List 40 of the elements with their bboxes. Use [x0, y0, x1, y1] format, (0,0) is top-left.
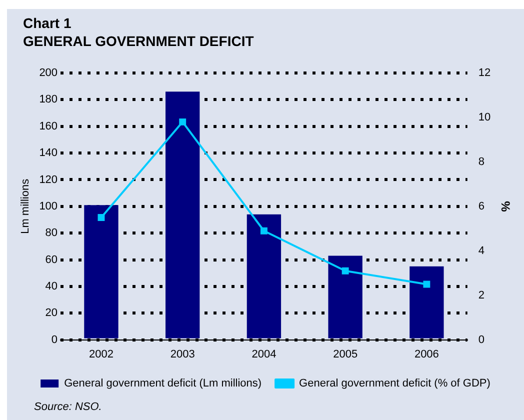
y-tick-label: 0 — [51, 334, 58, 346]
point — [423, 280, 430, 288]
y-tick-label: 20 — [45, 307, 58, 320]
bar — [246, 214, 282, 338]
x-tick-label: 2003 — [170, 348, 195, 360]
point — [98, 214, 105, 221]
x-tick-label: 2004 — [252, 348, 276, 360]
y-tick-label: 40 — [45, 280, 58, 292]
source-note: Source: NSO. — [34, 401, 102, 413]
y-tick-label: 80 — [45, 227, 58, 240]
y2-axis-title: % — [498, 201, 512, 212]
x-tick-label: 2005 — [333, 348, 358, 360]
bar — [410, 266, 444, 338]
y2-tick-label: 12 — [478, 67, 491, 80]
y-tick-label: 180 — [39, 94, 58, 106]
y-axis-title: Lm millions — [20, 178, 32, 234]
y2-tick-label: 8 — [478, 156, 484, 168]
x-tick-label: 2002 — [88, 348, 114, 360]
y2-tick-label: 10 — [478, 112, 491, 124]
chart-subtitle: GENERAL GOVERNMENT DEFICIT — [23, 33, 254, 49]
chart-title: Chart 1 — [23, 15, 72, 31]
legend-label: General government deficit (Lm millions) — [64, 378, 262, 390]
x-tick-label: 2006 — [414, 348, 439, 360]
point — [260, 227, 268, 234]
point — [342, 267, 349, 274]
bar — [166, 92, 200, 338]
y-tick-label: 60 — [45, 254, 58, 266]
bar — [328, 256, 362, 338]
point — [179, 118, 186, 126]
y-tick-label: 100 — [39, 200, 58, 212]
y2-tick-label: 4 — [478, 244, 484, 257]
y2-tick-label: 6 — [478, 200, 484, 212]
y-tick-label: 160 — [39, 120, 58, 132]
y2-tick-label: 0 — [478, 334, 484, 346]
legend-label: General government deficit (% of GDP) — [299, 378, 490, 390]
y-tick-label: 120 — [39, 174, 58, 186]
bar — [84, 205, 118, 338]
y2-tick-label: 2 — [478, 289, 484, 302]
y-tick-label: 140 — [39, 147, 58, 160]
y-tick-label: 200 — [39, 67, 58, 80]
